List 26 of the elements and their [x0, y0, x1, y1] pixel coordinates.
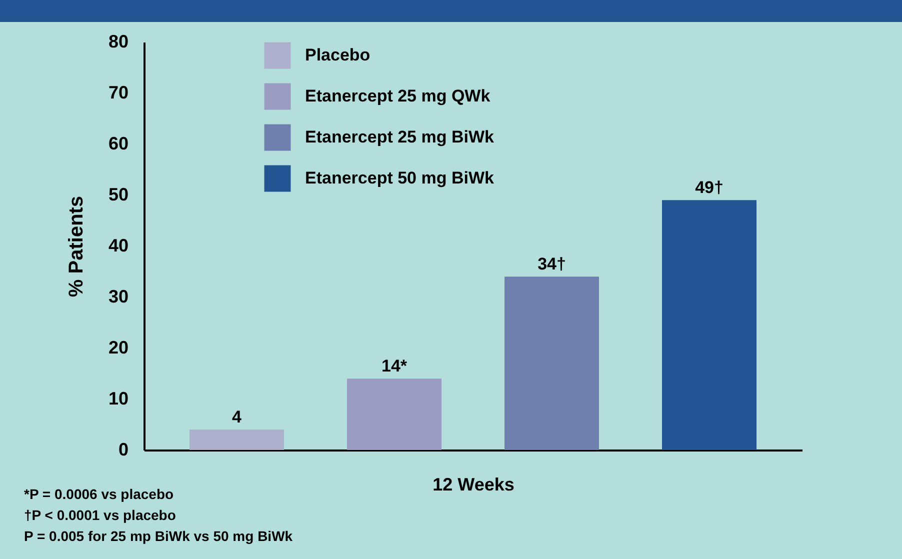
- text: *P = 0.0006 vs placebo: [24, 485, 175, 504]
- y-tick-label: 60: [108, 134, 128, 154]
- y-tick-label: 50: [108, 184, 128, 204]
- y-tick-label: 10: [108, 388, 128, 408]
- legend-label: Etanercept 25 mg BiWk: [305, 128, 494, 146]
- data-label: 14*: [381, 356, 408, 376]
- y-axis-title: % Patients: [65, 196, 88, 298]
- legend-label: Etanercept 50 mg BiWk: [305, 168, 494, 188]
- bar: [504, 276, 599, 450]
- bar: [662, 200, 756, 450]
- legend-label: Placebo: [305, 46, 370, 64]
- text: P = 0.005 for 25 mp BiWk vs 50 mg BiWk: [24, 527, 293, 546]
- legend-label: Etanercept 25 mg QWk: [305, 86, 491, 106]
- data-label: 34†: [538, 254, 566, 274]
- y-tick-label: 20: [108, 338, 128, 358]
- bar: [347, 378, 442, 450]
- y-tick-label: 30: [108, 286, 128, 306]
- text: †P < 0.0001 vs placebo: [24, 506, 177, 525]
- y-tick-label: 70: [108, 82, 128, 102]
- y-tick-label: 80: [108, 32, 128, 52]
- y-tick-label: 0: [118, 440, 128, 460]
- data-label: 49†: [695, 178, 724, 198]
- x-axis-title: 12 Weeks: [432, 474, 514, 494]
- data-label: 4: [232, 408, 242, 427]
- y-tick-label: 40: [108, 236, 128, 256]
- bar: [190, 430, 284, 450]
